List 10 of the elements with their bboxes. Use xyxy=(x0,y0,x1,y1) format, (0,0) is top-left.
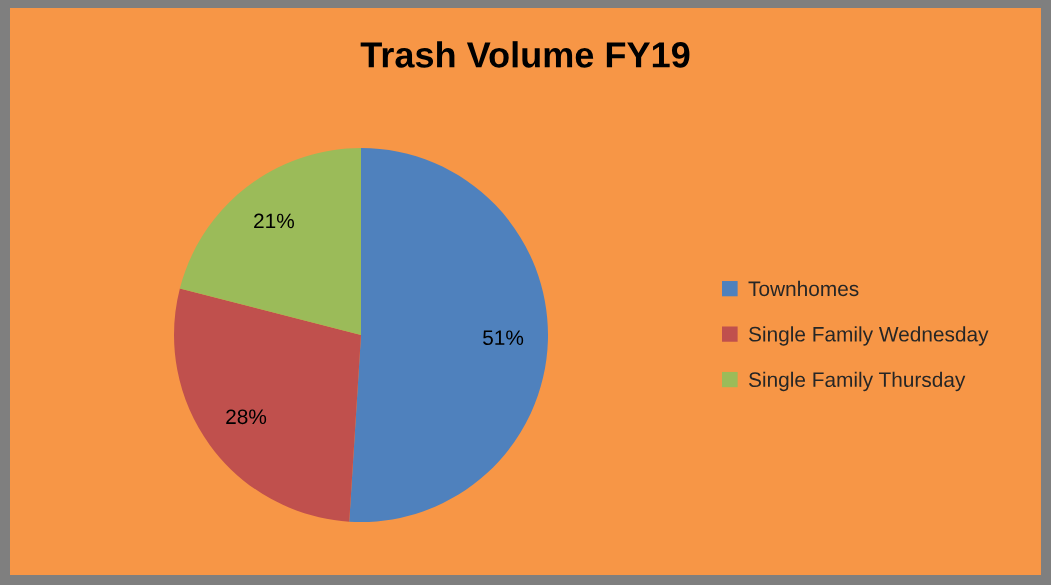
chart-title: Trash Volume FY19 xyxy=(360,41,690,68)
pie-slice xyxy=(349,148,548,522)
pie-slice xyxy=(174,288,361,522)
data-label: 28% xyxy=(226,409,267,425)
data-label: 51% xyxy=(483,330,524,346)
pie-slice xyxy=(179,148,361,335)
data-label: 21% xyxy=(254,213,294,229)
legend-label: Single Family Thursday xyxy=(748,371,966,392)
legend-label: Single Family Wednesday xyxy=(748,326,989,346)
legend-label: Townhomes xyxy=(748,280,859,297)
